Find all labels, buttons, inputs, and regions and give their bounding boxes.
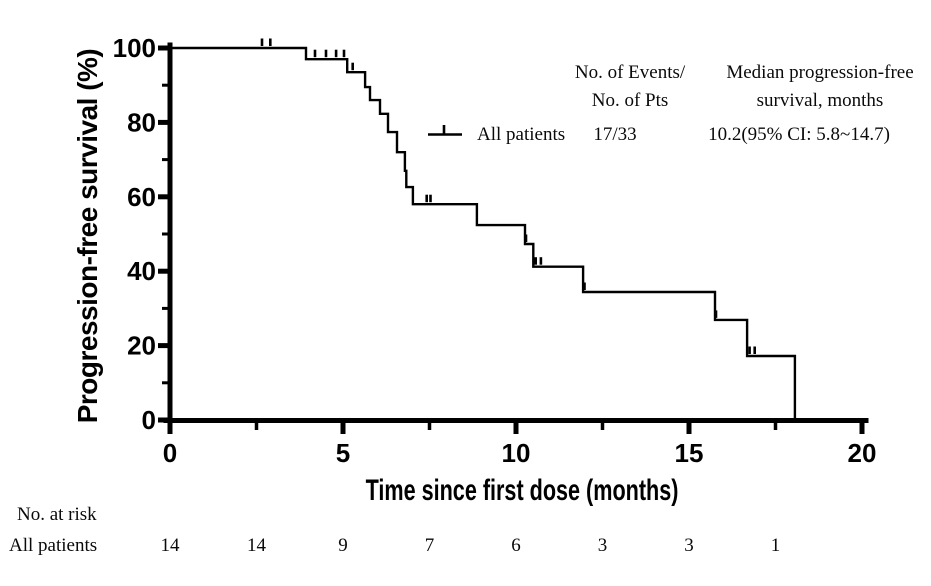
y-tick-label: 100 (113, 33, 156, 63)
risk-table-header: No. at risk (17, 504, 97, 525)
legend-median-value: 10.2(95% CI: 5.8~14.7) (708, 124, 890, 145)
risk-count: 14 (247, 535, 266, 556)
y-tick-label: 20 (127, 331, 156, 361)
median-header-line1: Median progression-free (726, 62, 914, 83)
risk-count: 3 (684, 535, 694, 556)
median-column-header: Median progression-free survival, months (726, 59, 913, 115)
y-tick-label: 60 (127, 182, 156, 212)
median-header-line2: survival, months (756, 90, 884, 111)
risk-count: 9 (338, 535, 348, 556)
legend-series-label: All patients (477, 124, 566, 145)
events-header-line1: No. of Events/ (574, 62, 686, 83)
legend-events-value: 17/33 (593, 124, 637, 145)
axis-tick-marks (158, 45, 865, 434)
risk-count: 1 (770, 535, 781, 556)
y-tick-label: 0 (142, 405, 156, 435)
risk-row-label: All patients (9, 535, 98, 556)
x-tick-label: 10 (502, 438, 531, 468)
x-tick-label: 0 (163, 438, 177, 468)
risk-count: 6 (511, 535, 521, 556)
censor-tick-marks (260, 38, 757, 354)
survival-step-curve (170, 46, 797, 420)
events-header-line2: No. of Pts (591, 90, 669, 111)
events-column-header: No. of Events/ No. of Pts (575, 59, 685, 115)
x-axis-title: Time since first dose (months) (365, 474, 679, 507)
legend-line-symbol (428, 125, 462, 136)
x-tick-label: 5 (336, 438, 350, 468)
y-tick-label: 40 (127, 256, 156, 286)
x-tick-label: 20 (848, 438, 877, 468)
risk-count: 7 (424, 535, 435, 556)
risk-count: 3 (597, 535, 608, 556)
x-tick-label: 15 (675, 438, 704, 468)
risk-count: 14 (160, 535, 180, 556)
y-tick-label: 80 (127, 107, 156, 137)
axes (163, 42, 869, 423)
axis-tick-labels: 0 5 10 15 20 0 20 40 60 80 100 (113, 33, 877, 468)
